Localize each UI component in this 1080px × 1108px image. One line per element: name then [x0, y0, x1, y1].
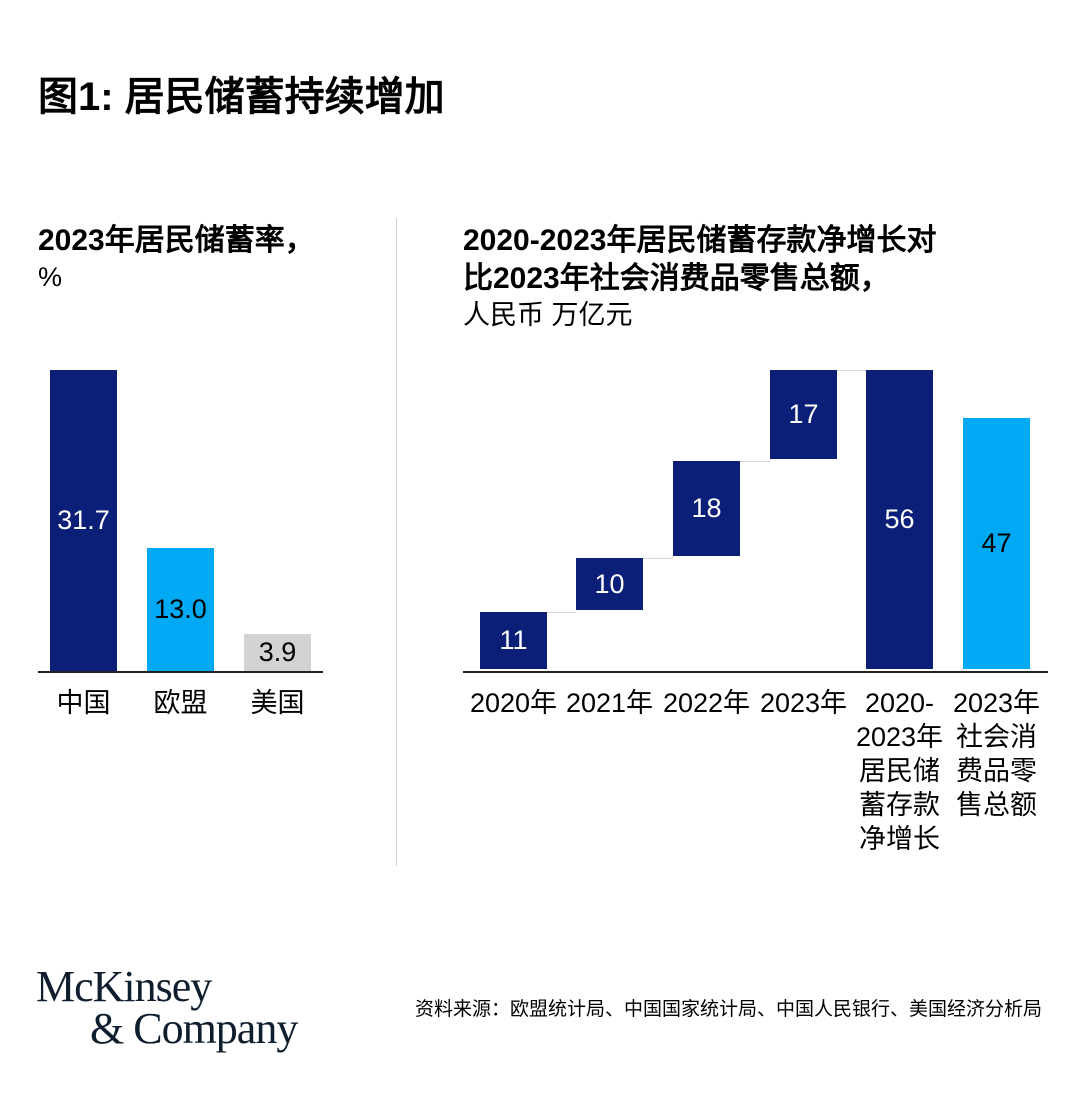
- bar-value-label: 13.0: [154, 593, 207, 624]
- left-chart-title: 2023年居民储蓄率，: [38, 224, 315, 257]
- connector-line: [837, 370, 866, 371]
- bar-1: 13.0: [147, 547, 214, 671]
- right-chart-title-line1: 2020-2023年居民储蓄存款净增长对: [463, 224, 937, 257]
- logo-line2: & Company: [90, 1004, 298, 1053]
- category-label: 2023年: [759, 688, 848, 718]
- right-chart-title-line2: 比2023年社会消费品零售总额，: [463, 262, 890, 295]
- connector-line: [740, 461, 770, 463]
- bar-1: 10: [576, 558, 643, 610]
- bar-4: 56: [866, 370, 933, 669]
- bar-3: 17: [770, 370, 837, 460]
- category-label: 2023年 社会消 费品零 售总额: [952, 688, 1041, 820]
- bar-0: 31.7: [50, 370, 117, 671]
- source-note: 资料来源：欧盟统计局、中国国家统计局、中国人民银行、美国经济分析局: [414, 999, 1042, 1020]
- connector-line: [643, 558, 673, 560]
- connector-line: [547, 611, 576, 613]
- bar-0: 11: [480, 611, 547, 669]
- category-label: 2022年: [662, 688, 751, 718]
- category-label: 2020- 2023年 居民储 蓄存款 净增长: [855, 688, 944, 854]
- bar-2: 18: [673, 461, 740, 557]
- divider: [396, 218, 397, 866]
- right-chart-unit: 人民币 万亿元: [463, 300, 633, 330]
- bar-value-label: 10: [594, 568, 625, 599]
- category-label: 2020年: [469, 688, 558, 718]
- bar-value-label: 3.9: [258, 636, 297, 667]
- bar-5: 47: [963, 418, 1030, 669]
- bar-value-label: 18: [691, 493, 722, 524]
- logo-line1: McKinsey: [36, 962, 212, 1011]
- bar-value-label: 17: [788, 399, 819, 430]
- bar-value-label: 31.7: [57, 505, 110, 535]
- category-label: 2021年: [565, 688, 654, 718]
- category-label: 中国: [56, 688, 111, 718]
- x-axis-line: [38, 671, 323, 673]
- bar-value-label: 47: [981, 528, 1012, 559]
- bar-value-label: 56: [884, 504, 915, 534]
- category-label: 欧盟: [153, 688, 208, 718]
- bar-2: 3.9: [244, 633, 311, 671]
- left-chart-unit: %: [38, 262, 63, 292]
- x-axis-line: [463, 671, 1048, 673]
- page-title: 图1: 居民储蓄持续增加: [38, 75, 445, 119]
- mckinsey-logo: McKinsey & Company: [36, 962, 298, 1053]
- category-label: 美国: [250, 688, 305, 718]
- bar-value-label: 11: [499, 624, 528, 655]
